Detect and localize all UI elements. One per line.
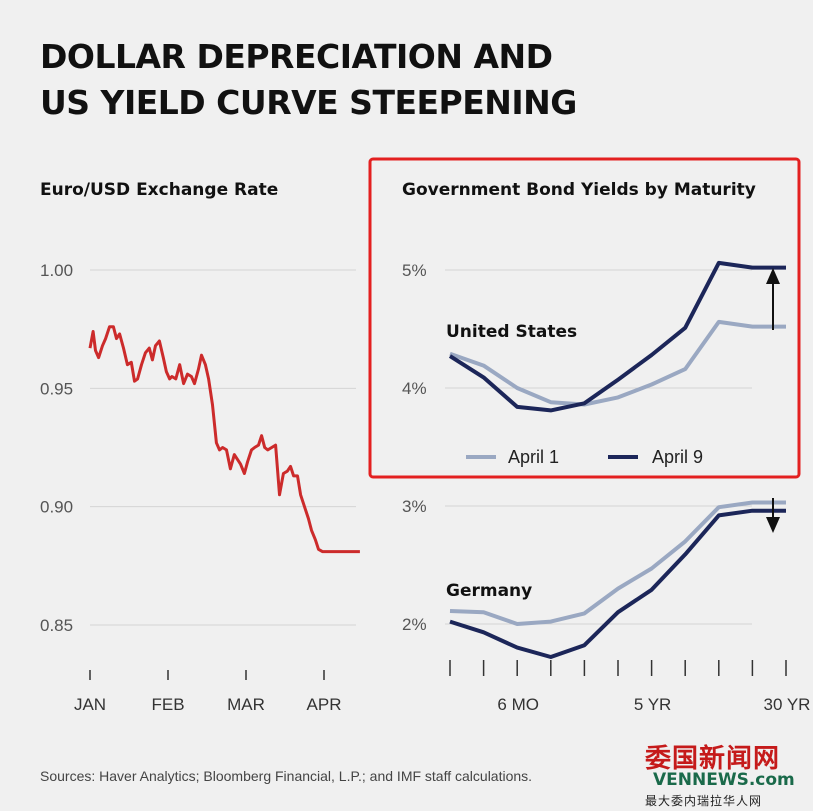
legend-april-1-label: April 1 <box>508 447 559 467</box>
right-xtick-label: 30 YR <box>764 695 811 714</box>
germany-april-1-line <box>449 500 786 626</box>
right-ytick-label: 3% <box>402 497 427 516</box>
right-xtick-label: 5 YR <box>634 695 672 714</box>
watermark-en: VENNEWS.com <box>653 770 795 790</box>
right-xtick-label: 6 MO <box>497 695 539 714</box>
title-line-2: US YIELD CURVE STEEPENING <box>40 83 577 122</box>
source-note: Sources: Haver Analytics; Bloomberg Fina… <box>40 768 533 784</box>
watermark-sub: 最大委内瑞拉华人网 <box>645 794 763 808</box>
euro-usd-line <box>88 325 360 554</box>
us-april-9-line <box>448 260 786 413</box>
highlight-box <box>368 157 801 479</box>
left-xtick-label: JAN <box>74 695 106 714</box>
right-ytick-label: 2% <box>402 615 427 634</box>
germany-april-9-line <box>449 508 786 659</box>
right-panel-title: Government Bond Yields by Maturity <box>402 180 756 200</box>
left-ytick-label: 0.95 <box>40 379 73 398</box>
germany-label: Germany <box>446 581 532 601</box>
up-arrow-icon <box>766 268 780 284</box>
left-panel-title: Euro/USD Exchange Rate <box>40 180 279 200</box>
left-xtick-label: FEB <box>151 695 184 714</box>
title-line-1: DOLLAR DEPRECIATION AND <box>40 37 553 76</box>
chart-title: DOLLAR DEPRECIATION AND US YIELD CURVE S… <box>40 34 577 126</box>
right-ytick-label: 5% <box>402 261 427 280</box>
left-xtick-label: APR <box>307 695 342 714</box>
watermark-logo: 委国新闻网 VENNEWS.com 最大委内瑞拉华人网 <box>645 738 805 808</box>
down-arrow-icon <box>766 517 780 533</box>
us-label: United States <box>446 322 577 342</box>
watermark-cn: 委国新闻网 <box>645 744 781 774</box>
us-april-1-line <box>449 319 786 407</box>
right-ytick-label: 4% <box>402 379 427 398</box>
left-ytick-label: 0.90 <box>40 498 73 517</box>
legend-april-9-label: April 9 <box>652 447 703 467</box>
left-ytick-label: 0.85 <box>40 616 73 635</box>
left-xtick-label: MAR <box>227 695 265 714</box>
left-ytick-label: 1.00 <box>40 261 73 280</box>
